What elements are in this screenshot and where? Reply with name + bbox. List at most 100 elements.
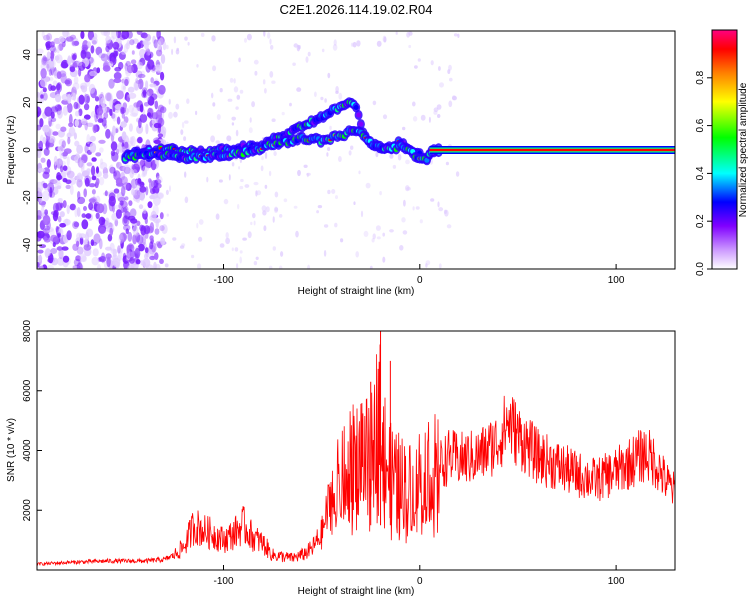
faint-speck xyxy=(371,238,375,243)
faint-speck xyxy=(295,230,299,238)
faint-speck xyxy=(165,189,169,195)
faint-speck xyxy=(175,103,180,110)
noise-speck xyxy=(49,45,56,53)
noise-speck xyxy=(76,207,81,217)
faint-speck xyxy=(253,59,259,65)
noise-speck xyxy=(135,80,142,84)
noise-speck xyxy=(76,61,83,67)
noise-speck xyxy=(109,164,114,175)
noise-speck xyxy=(76,246,84,255)
faint-speck xyxy=(405,185,410,192)
colorbar-tick-label: 0.2 xyxy=(695,214,706,228)
snr-panel: -100 0 100 2000 4000 6000 8000 Height of stra… xyxy=(6,319,676,597)
faint-speck xyxy=(406,186,411,191)
noise-speck xyxy=(40,68,47,79)
noise-speck xyxy=(112,257,121,268)
noise-speck xyxy=(117,245,121,254)
noise-speck xyxy=(42,214,51,226)
noise-speck xyxy=(73,101,79,110)
noise-speck xyxy=(108,195,116,207)
faint-speck xyxy=(324,98,327,103)
faint-speck xyxy=(326,152,329,157)
faint-speck xyxy=(231,162,235,167)
noise-speck xyxy=(40,78,48,88)
faint-speck xyxy=(403,199,406,207)
y-tick-label: -20 xyxy=(22,190,33,205)
faint-speck xyxy=(183,136,187,142)
noise-speck xyxy=(121,31,130,40)
noise-speck xyxy=(123,224,131,231)
noise-speck xyxy=(123,215,128,224)
noise-speck xyxy=(135,70,143,79)
noise-speck xyxy=(142,165,148,175)
noise-speck xyxy=(121,78,126,84)
faint-speck xyxy=(379,191,382,196)
noise-speck xyxy=(62,165,68,171)
noise-speck xyxy=(95,166,100,174)
noise-speck xyxy=(113,188,120,194)
noise-speck xyxy=(72,82,80,90)
noise-speck xyxy=(160,54,166,64)
faint-speck xyxy=(293,205,298,209)
noise-speck xyxy=(118,61,124,70)
noise-speck xyxy=(37,255,43,262)
noise-speck xyxy=(76,174,80,182)
noise-speck xyxy=(81,213,86,218)
noise-speck xyxy=(127,243,134,250)
noise-speck xyxy=(38,265,44,269)
noise-speck xyxy=(79,159,85,170)
x-tick-label: -100 xyxy=(213,576,233,587)
noise-speck xyxy=(50,234,58,242)
noise-speck xyxy=(96,107,104,116)
noise-speck xyxy=(61,99,69,105)
noise-speck xyxy=(49,179,58,185)
noise-speck xyxy=(151,118,157,125)
noise-speck xyxy=(126,65,134,74)
noise-speck xyxy=(128,200,133,207)
faint-speck xyxy=(446,224,452,229)
noise-speck xyxy=(94,112,98,123)
noise-speck xyxy=(121,50,127,55)
faint-speck xyxy=(197,263,202,269)
noise-speck xyxy=(112,50,118,59)
noise-speck xyxy=(85,213,92,219)
noise-speck xyxy=(50,248,58,254)
faint-speck xyxy=(273,206,279,214)
noise-speck xyxy=(112,102,116,113)
noise-speck xyxy=(84,175,92,185)
faint-speck xyxy=(323,250,327,257)
faint-speck xyxy=(303,164,308,168)
faint-speck xyxy=(272,246,276,251)
noise-speck xyxy=(100,53,109,62)
noise-speck xyxy=(62,31,69,38)
faint-speck xyxy=(445,161,449,166)
noise-speck xyxy=(37,48,44,54)
faint-speck xyxy=(235,129,239,137)
faint-speck xyxy=(389,153,394,159)
faint-speck xyxy=(376,236,381,240)
faint-speck xyxy=(292,62,296,66)
noise-speck xyxy=(64,78,73,87)
noise-speck xyxy=(111,151,119,162)
faint-speck xyxy=(255,190,258,197)
noise-speck xyxy=(58,43,64,51)
faint-speck xyxy=(195,110,198,116)
noise-speck xyxy=(93,233,101,244)
faint-speck xyxy=(184,196,189,204)
noise-speck xyxy=(98,216,106,226)
y-tick-label: 0 xyxy=(22,147,33,153)
noise-speck xyxy=(122,164,130,175)
noise-speck xyxy=(90,45,95,54)
noise-speck xyxy=(124,164,132,175)
spectrogram-x-ticks: -100 0 100 xyxy=(213,264,625,286)
noise-speck xyxy=(147,201,153,209)
noise-speck xyxy=(136,124,144,134)
noise-speck xyxy=(54,55,60,61)
noise-speck xyxy=(58,159,62,165)
noise-speck xyxy=(78,174,83,181)
faint-speck xyxy=(187,41,190,46)
noise-speck xyxy=(59,223,67,228)
noise-speck xyxy=(133,81,141,91)
noise-speck xyxy=(49,228,55,237)
noise-speck xyxy=(153,122,161,129)
